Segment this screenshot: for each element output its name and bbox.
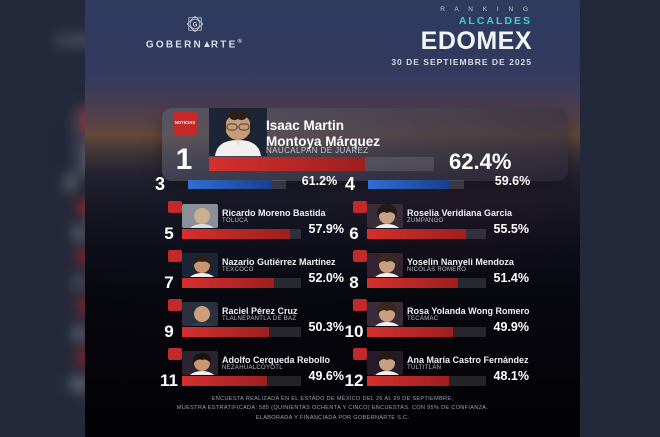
svg-text:G: G <box>193 22 198 28</box>
